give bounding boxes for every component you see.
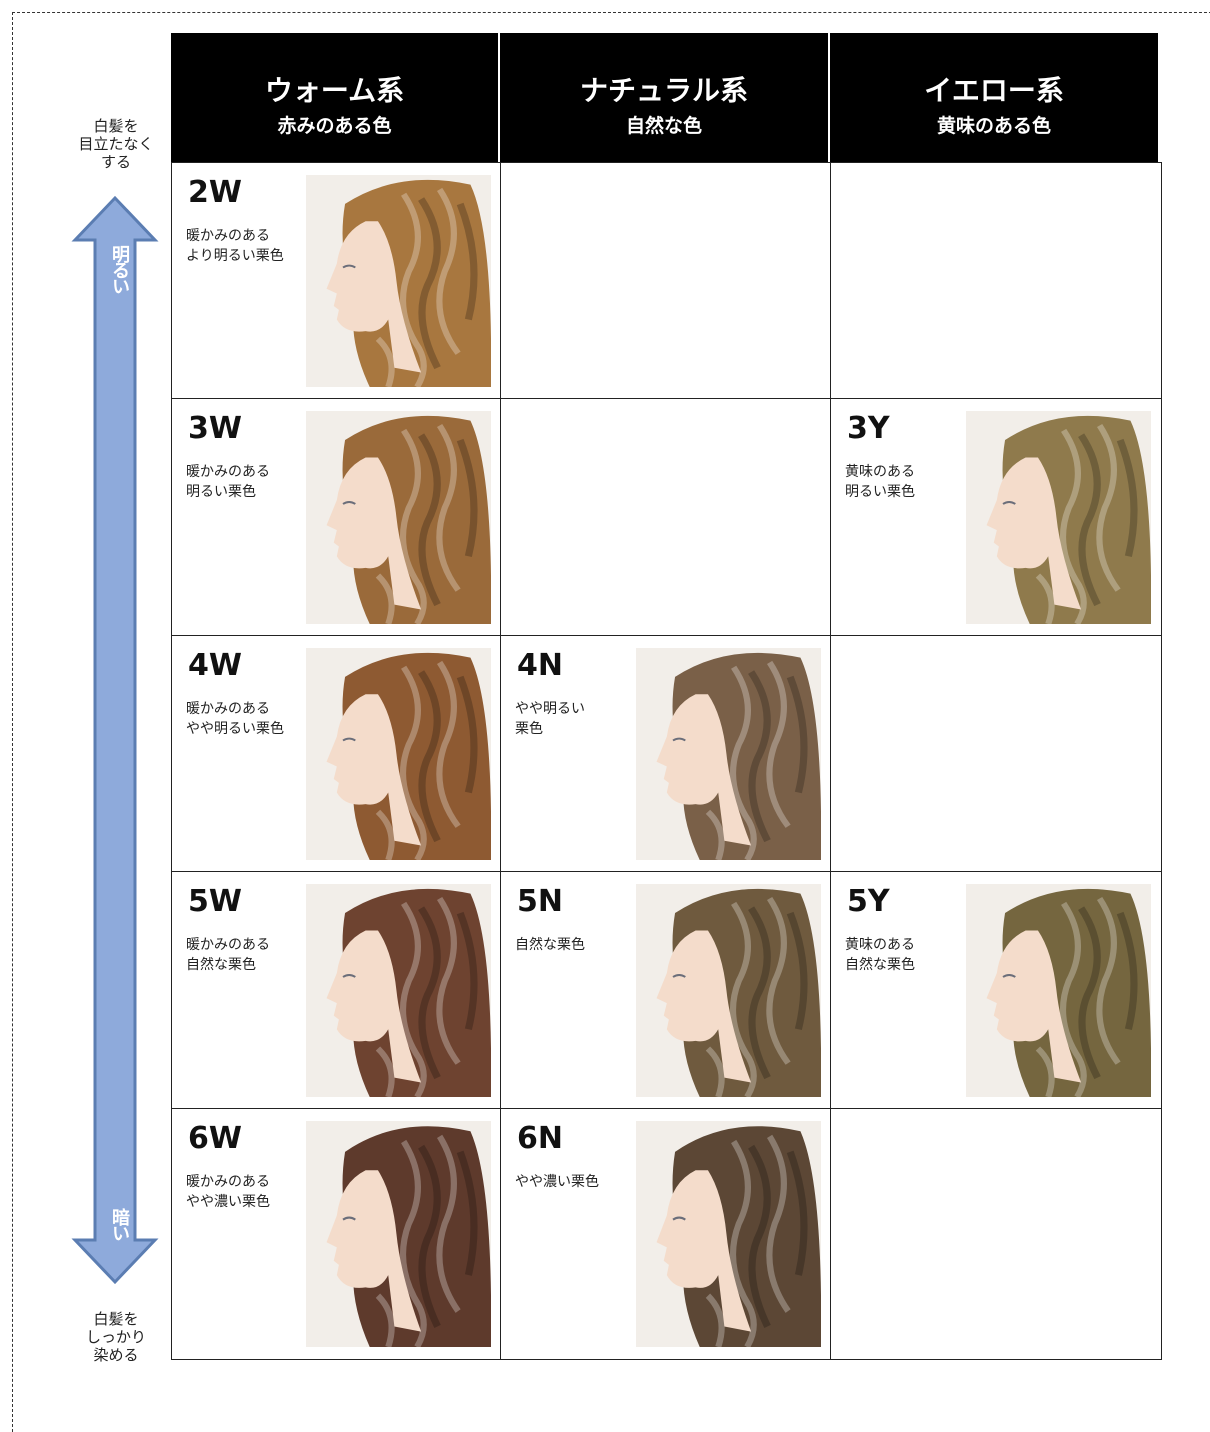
color-description: 自然な栗色 (845, 957, 915, 973)
table-cell: 4N やや明るい栗色 (500, 635, 832, 873)
label-line: しっかり (85, 1328, 146, 1346)
color-description: 自然な栗色 (186, 957, 256, 973)
table-cell: 5W 暖かみのある 自然な栗色 (171, 871, 502, 1110)
table-cell: 6W 暖かみのある やや濃い栗色 (171, 1108, 502, 1360)
table-cell (830, 1108, 1162, 1360)
column-header: ウォーム系赤みのある色 (171, 33, 500, 162)
column-subtitle: 黄味のある色 (936, 115, 1051, 137)
column-title: ナチュラル系 (579, 74, 748, 107)
color-description: 明るい栗色 (845, 484, 915, 500)
table-cell: 2W 暖かみのある より明るい栗色 (171, 162, 502, 400)
color-code: 2W (188, 175, 242, 210)
bottom-label: 白髪を しっかり 染める (56, 1310, 176, 1364)
hair-photo (305, 411, 491, 624)
color-code: 5N (517, 884, 563, 919)
color-description: やや明るい栗色 (186, 721, 284, 737)
color-description: より明るい栗色 (186, 248, 284, 264)
color-code: 6N (517, 1121, 563, 1156)
color-description: 黄味のある (845, 464, 915, 480)
scale-arrow (71, 195, 159, 1285)
table-cell: 5N 自然な栗色 (500, 871, 832, 1110)
color-description: 暖かみのある (186, 228, 270, 244)
color-description: やや明るい (515, 701, 585, 717)
column-title: ウォーム系 (264, 74, 405, 107)
column-title: イエロー系 (924, 74, 1064, 107)
hair-photo (635, 884, 821, 1097)
label-line: 目立たなく (78, 135, 154, 153)
hair-photo (305, 648, 491, 860)
color-description: 黄味のある (845, 937, 915, 953)
color-code: 5W (188, 884, 242, 919)
hair-photo (635, 648, 821, 860)
hair-photo (305, 175, 491, 387)
color-code: 3Y (847, 411, 890, 446)
table-cell: 5Y 黄味のある自然な栗色 (830, 871, 1162, 1110)
dashed-frame (12, 12, 1210, 1432)
table-cell (500, 398, 832, 637)
table-cell (830, 162, 1162, 400)
hair-photo (305, 884, 491, 1097)
hair-photo (635, 1121, 821, 1347)
label-line: 白髪を (93, 1310, 139, 1328)
label-line: 白髪を (93, 117, 139, 135)
label-line: する (100, 153, 131, 171)
color-code: 3W (188, 411, 242, 446)
color-code: 5Y (847, 884, 890, 919)
color-description: やや濃い栗色 (515, 1174, 599, 1190)
table-cell (830, 635, 1162, 873)
table-cell: 4W 暖かみのある やや明るい栗色 (171, 635, 502, 873)
table-cell: 3Y 黄味のある明るい栗色 (830, 398, 1162, 637)
color-description: 暖かみのある (186, 1174, 270, 1190)
column-header: イエロー系黄味のある色 (830, 33, 1160, 162)
label-line: 染める (93, 1346, 139, 1364)
table-cell (500, 162, 832, 400)
color-description: やや濃い栗色 (186, 1194, 270, 1210)
color-description: 自然な栗色 (515, 937, 585, 953)
color-code: 4N (517, 648, 563, 683)
dark-label: 暗い (109, 1208, 130, 1240)
hair-photo (965, 884, 1151, 1097)
hair-photo (305, 1121, 491, 1347)
color-description: 明るい栗色 (186, 484, 256, 500)
color-description: 暖かみのある (186, 464, 270, 480)
top-label: 白髪を 目立たなく する (56, 117, 176, 171)
column-subtitle: 自然な色 (625, 115, 702, 137)
bright-label: 明るい (109, 245, 130, 293)
column-subtitle: 赤みのある色 (277, 115, 392, 137)
color-description: 暖かみのある (186, 701, 270, 717)
color-code: 4W (188, 648, 242, 683)
color-description: 栗色 (515, 721, 543, 737)
table-cell: 3W 暖かみのある 明るい栗色 (171, 398, 502, 637)
color-code: 6W (188, 1121, 242, 1156)
color-description: 暖かみのある (186, 937, 270, 953)
hair-photo (965, 411, 1151, 624)
table-cell: 6N やや濃い栗色 (500, 1108, 832, 1360)
column-header: ナチュラル系自然な色 (500, 33, 830, 162)
